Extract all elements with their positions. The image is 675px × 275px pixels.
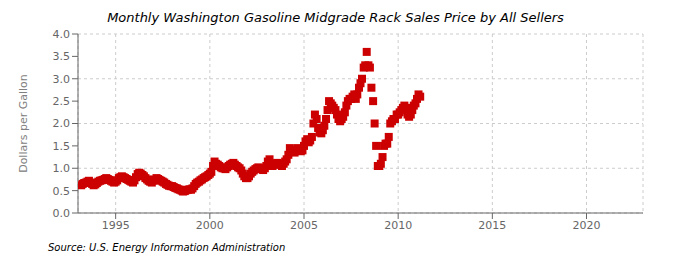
svg-text:2010: 2010	[384, 219, 412, 232]
html-text:Monthly Washington Gasoline Mi: Monthly Washington Gasoline Midgrade Rac…	[107, 10, 564, 25]
svg-text:1995: 1995	[102, 219, 130, 232]
svg-text:2.0: 2.0	[53, 117, 71, 130]
svg-text:2000: 2000	[196, 219, 224, 232]
html-text:Source: U.S. Energy Informatio: Source: U.S. Energy Information Administ…	[48, 242, 286, 253]
svg-text:1.5: 1.5	[53, 140, 71, 153]
svg-text:1.0: 1.0	[53, 162, 71, 175]
svg-text:3.5: 3.5	[53, 50, 71, 63]
svg-text:0.5: 0.5	[53, 185, 71, 198]
svg-text:0.0: 0.0	[53, 207, 71, 220]
svg-text:2.5: 2.5	[53, 95, 71, 108]
svg-text:Dollars per Gallon: Dollars per Gallon	[17, 74, 30, 173]
svg-text:2005: 2005	[290, 219, 318, 232]
svg-text:2015: 2015	[478, 219, 506, 232]
svg-text:2020: 2020	[573, 219, 601, 232]
svg-text:3.0: 3.0	[53, 73, 71, 86]
svg-text:4.0: 4.0	[53, 28, 71, 41]
